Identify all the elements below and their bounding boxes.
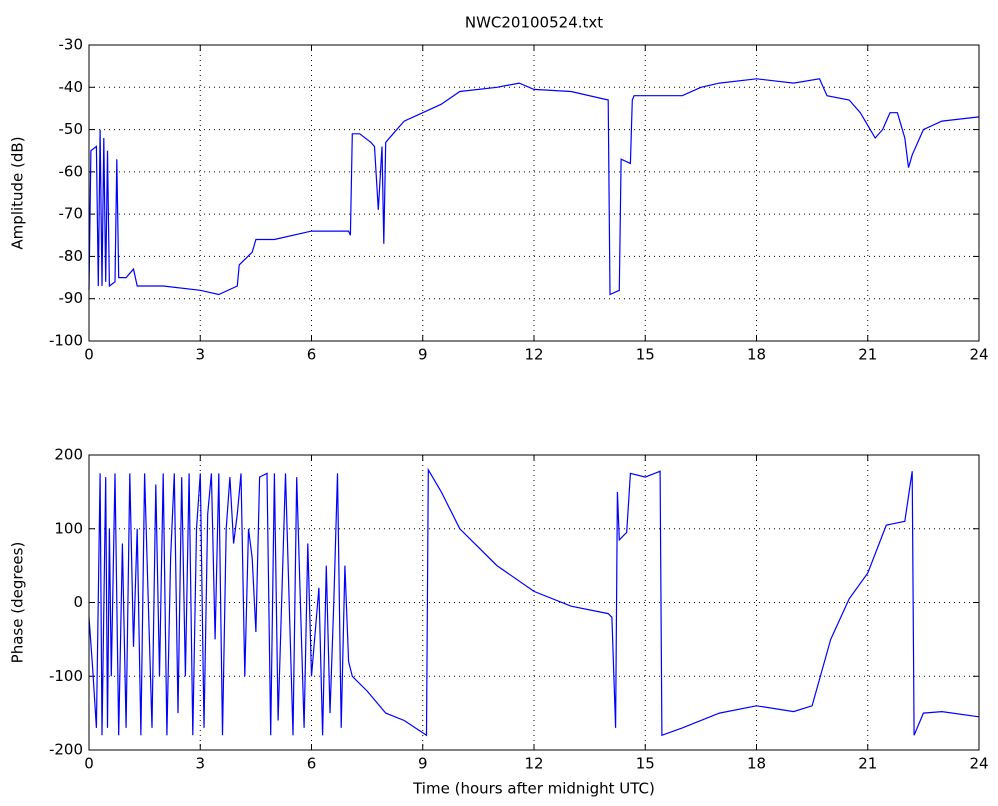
x-tick-label: 0 [84,755,94,773]
x-tick-label: 21 [858,755,877,773]
x-tick-label: 3 [195,346,205,364]
x-tick-label: 3 [195,755,205,773]
y-tick-label: 100 [54,519,83,537]
x-tick-label: 15 [636,755,655,773]
y-tick-label: 200 [54,446,83,464]
x-axis-label: Time (hours after midnight UTC) [412,780,655,798]
data-line [88,78,980,296]
y-tick-label: -90 [59,289,84,307]
y-axis-label: Phase (degrees) [9,542,27,664]
x-tick-label: 0 [84,346,94,364]
y-axis-label: Amplitude (dB) [9,136,27,249]
x-tick-label: 6 [307,755,317,773]
x-tick-label: 15 [636,346,655,364]
y-tick-label: -80 [59,247,84,265]
x-tick-label: 18 [747,346,766,364]
x-tick-label: 21 [858,346,877,364]
y-tick-label: -60 [59,162,84,180]
y-tick-label: -100 [49,667,83,685]
y-tick-label: -50 [59,120,84,138]
x-tick-label: 6 [307,346,317,364]
y-tick-label: -100 [49,332,83,350]
plot-area [89,45,979,341]
x-tick-label: 12 [524,346,543,364]
x-tick-label: 24 [969,755,988,773]
y-tick-label: -200 [49,741,83,759]
chart-title: NWC20100524.txt [465,14,603,32]
y-tick-label: 0 [73,593,83,611]
y-tick-label: -30 [59,36,84,54]
x-tick-label: 24 [969,346,988,364]
y-tick-label: -70 [59,205,84,223]
axes-frame [88,454,980,751]
data-line [88,467,980,737]
x-tick-label: 18 [747,755,766,773]
x-tick-label: 9 [418,755,428,773]
axes-frame [88,44,980,342]
y-tick-label: -40 [59,78,84,96]
x-tick-label: 12 [524,755,543,773]
x-tick-label: 9 [418,346,428,364]
